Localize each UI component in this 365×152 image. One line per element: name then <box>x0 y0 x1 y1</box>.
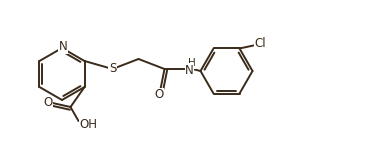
Text: H: H <box>188 58 195 68</box>
Text: OH: OH <box>80 119 97 131</box>
Text: O: O <box>154 88 163 102</box>
Text: N: N <box>185 64 194 76</box>
Text: N: N <box>59 40 68 54</box>
Text: S: S <box>109 62 116 76</box>
Text: O: O <box>43 97 52 109</box>
Text: Cl: Cl <box>255 37 266 50</box>
